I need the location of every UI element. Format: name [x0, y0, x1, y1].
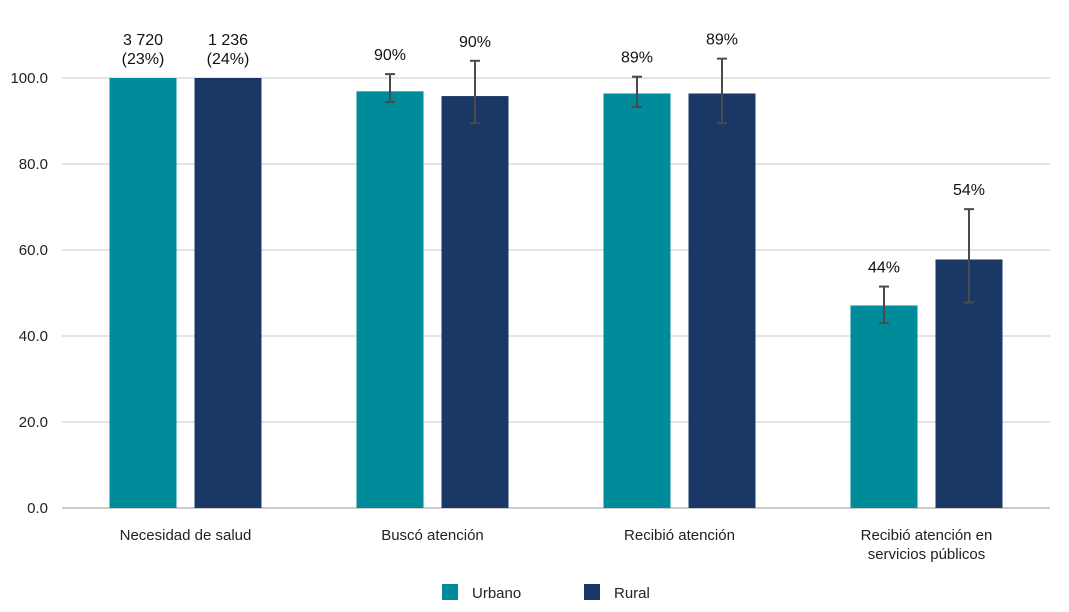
y-tick-label: 40.0 — [19, 328, 48, 345]
x-category-label: servicios públicos — [868, 546, 986, 563]
data-label: 3 720 — [123, 32, 163, 49]
data-label: (23%) — [122, 51, 165, 68]
legend-label-urbano: Urbano — [472, 585, 521, 602]
bar-urbano — [603, 93, 671, 508]
data-label: 54% — [953, 182, 985, 199]
error-bars-layer — [385, 57, 974, 325]
y-tick-label: 20.0 — [19, 414, 48, 431]
bar-rural — [688, 93, 756, 508]
data-label: 89% — [621, 50, 653, 67]
legend-swatch-rural — [584, 584, 600, 600]
legend: Urbano Rural — [442, 584, 650, 602]
legend-label-rural: Rural — [614, 585, 650, 602]
x-category-label: Recibió atención — [624, 527, 735, 544]
data-label: (24%) — [207, 51, 250, 68]
data-label: 90% — [459, 34, 491, 51]
legend-swatch-urbano — [442, 584, 458, 600]
x-category-label: Buscó atención — [381, 527, 484, 544]
y-tick-label: 0.0 — [27, 500, 48, 517]
bar-urbano — [850, 305, 918, 508]
bar-rural — [194, 78, 262, 508]
bar-rural — [441, 96, 509, 508]
data-labels-layer: 3 720 (23%) 1 236 (24%) 90% 90% 89% 89% 44% 54% — [122, 32, 985, 277]
bars-layer — [109, 78, 1003, 508]
y-tick-label: 80.0 — [19, 156, 48, 173]
y-tick-label: 100.0 — [10, 70, 48, 87]
data-label: 44% — [868, 260, 900, 277]
data-label: 89% — [706, 32, 738, 49]
data-label: 90% — [374, 47, 406, 64]
data-label: 1 236 — [208, 32, 248, 49]
x-category-label: Recibió atención en — [861, 527, 993, 544]
y-tick-label: 60.0 — [19, 242, 48, 259]
axis-layer: 0.0 20.0 40.0 60.0 80.0 100.0 Necesidad de sal… — [10, 70, 992, 563]
bar-urbano — [356, 91, 424, 508]
x-category-label: Necesidad de salud — [120, 527, 252, 544]
bar-urbano — [109, 78, 177, 508]
